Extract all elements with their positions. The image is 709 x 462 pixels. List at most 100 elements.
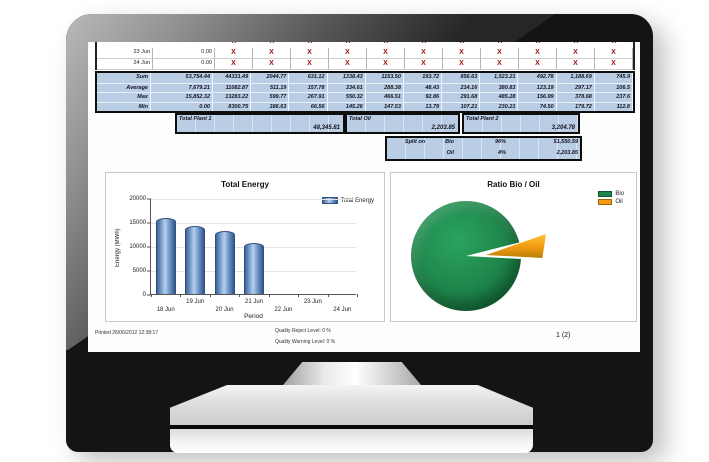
x-mark-icon: X [557,59,595,70]
table-row-23jun: 23 Jun 0.00 X X X X X X X X X X X [95,48,635,59]
y-tick-mark [147,270,151,272]
bar-chart-panel: Total Energy Total Energy Energy (MWh) P… [105,172,385,322]
legend-swatch-oil [598,199,613,205]
summary-cell: 511.19 [251,83,290,92]
x-mark-icon: X [519,42,557,47]
x-mark-icon: X [519,48,557,59]
date-cell: 23 Jun [97,48,153,59]
summary-cell: 44331.49 [213,73,252,83]
gridline [151,199,356,200]
summary-cell: 1,523.21 [480,73,519,83]
summary-label: Sum [97,73,151,83]
summary-cell: 1338.43 [328,73,366,83]
y-tick-mark [147,246,151,248]
summary-row: Min 0.00 8300.75 386.63 66.56 145.26 147.53 13.… [97,101,633,111]
split-bio-percent: 96% [494,139,506,145]
summary-cell: 145.26 [328,102,366,111]
x-tick-mark [209,294,211,297]
y-tick-label: 5000 [132,268,146,274]
x-mark-icon: X [215,48,253,59]
summary-label: Average [97,83,151,92]
split-label: Split on [404,139,426,145]
x-tick-label: 20 Jun [215,307,234,313]
x-tick-label: 19 Jun [186,299,205,305]
x-tick-mark [239,294,241,297]
x-mark-icon: X [253,59,291,70]
summary-cell: 8300.75 [213,102,252,111]
y-tick-label: 15000 [129,220,146,226]
x-mark-icon: X [405,48,443,59]
summary-cell: 334.61 [328,83,366,92]
summary-cell: 237.6 [595,93,633,102]
footer-quality-warning: Quality Warning Level: 0 % [275,339,336,345]
split-bio-name: Bio [445,139,454,145]
bar-21jun [244,243,264,294]
x-mark-icon: X [253,48,291,59]
total-oil-box: Total Oil 2,203.85 [345,113,460,134]
x-mark-icon: X [253,42,291,47]
summary-cell: 66.56 [289,102,328,111]
pie-slice-bio [411,201,521,311]
total-oil-label: Total Oil [349,116,371,122]
bar-18jun [155,217,176,294]
x-tick-label: 23 Jun [303,299,322,305]
legend-swatch-bio [598,191,613,197]
x-tick-label: 18 Jun [156,307,175,313]
bar-chart-legend: Total Energy [321,197,374,204]
value-cell [153,42,215,47]
summary-cell: 107.21 [442,102,481,111]
legend-item-bio: Bio [598,191,624,197]
summary-cell: 156.99 [518,93,557,102]
y-tick-mark [147,222,151,224]
summary-cell: 48.43 [404,83,443,92]
summary-row: Max 15,852.32 13283.22 599.77 267.91 550.32 46… [97,92,633,102]
x-mark-icon: X [215,42,253,47]
y-axis-label: Energy (MWh) [115,228,121,268]
x-mark-icon: X [291,42,329,47]
summary-cell: 386.63 [251,102,290,111]
summary-cell: 0.00 [151,102,213,111]
x-tick-label: 22 Jun [274,307,293,313]
y-tick-label: 0 [142,292,146,298]
total-plant1-box: Total Plant 1 48,345.81 [175,113,345,134]
pie-notch [466,240,521,260]
summary-cell: 15,852.32 [151,93,213,102]
value-cell: 0.00 [153,48,215,59]
total-plant2-value: 3,204.78 [551,125,575,131]
table-row-24jun: 24 Jun 0.00 X X X X X X X X X X X [95,59,635,70]
summary-cell: 53,754.44 [151,73,213,83]
summary-cell: 745.9 [595,73,633,83]
x-tick-mark [298,294,300,297]
summary-cell: 297.17 [557,83,595,92]
bar-plot-area: Energy (MWh) Period 0 5000 10000 15000 20000… [115,196,358,320]
x-mark-icon: X [405,42,443,47]
x-mark-icon: X [595,42,633,47]
pie-chart-panel: Ratio Bio / Oil Bio Oil [390,172,637,322]
x-mark-icon: X [443,59,481,70]
legend-label-bio: Bio [615,191,624,197]
x-mark-icon: X [557,42,595,47]
summary-cell: 112.8 [595,102,633,111]
x-mark-icon: X [405,59,443,70]
x-mark-icon: X [367,42,405,47]
x-tick-mark [327,294,329,297]
summary-cell: 291.68 [442,93,481,102]
bar-19jun [185,225,206,294]
legend-label-oil: Oil [615,199,623,205]
x-mark-icon: X [291,59,329,70]
x-mark-icon: X [557,48,595,59]
summary-cell: 599.77 [251,93,290,102]
x-mark-icon: X [519,59,557,70]
summary-cell: 123.19 [518,83,557,92]
x-mark-icon: X [329,48,367,59]
total-plant1-value: 48,345.81 [313,125,340,131]
x-mark-icon: X [367,48,405,59]
x-mark-icon: X [481,48,519,59]
x-mark-icon: X [215,59,253,70]
